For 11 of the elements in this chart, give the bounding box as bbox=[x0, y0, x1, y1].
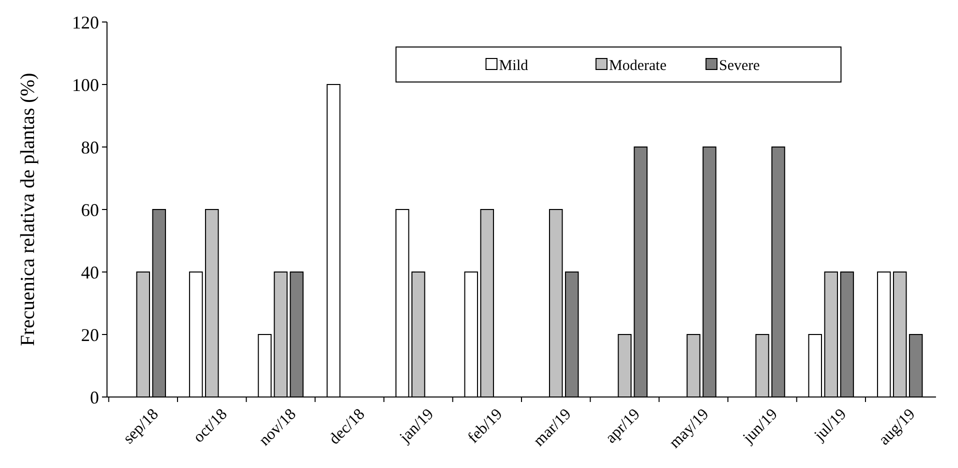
y-tick-label: 0 bbox=[90, 387, 99, 408]
legend-label: Moderate bbox=[609, 58, 667, 74]
y-tick-label: 100 bbox=[72, 74, 99, 95]
y-tick-label: 40 bbox=[81, 262, 99, 282]
y-tick-label: 20 bbox=[81, 324, 99, 345]
y-axis-title: Frecuenica relativa de plantas (%) bbox=[17, 72, 39, 346]
y-tick-label: 120 bbox=[72, 12, 99, 32]
y-tick-label: 80 bbox=[81, 137, 99, 158]
legend-label: Mild bbox=[499, 58, 529, 74]
y-tick-label: 60 bbox=[81, 200, 99, 220]
legend-label: Severe bbox=[719, 58, 760, 74]
